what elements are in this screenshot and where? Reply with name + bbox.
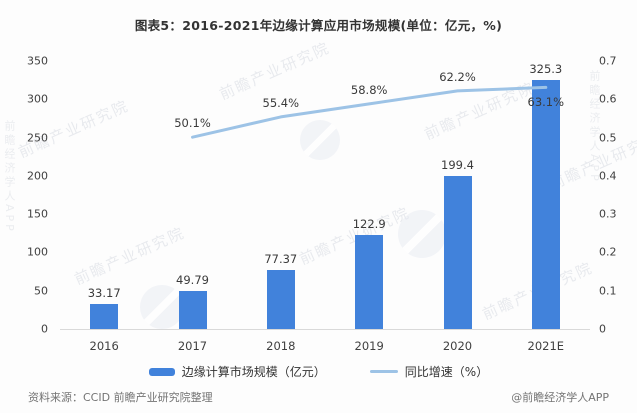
growth-line <box>191 85 548 139</box>
bar-2021E <box>531 79 560 329</box>
line-series-swatch <box>369 370 398 373</box>
bar-2016 <box>90 303 119 329</box>
bar-series-label: 边缘计算市场规模（亿元） <box>181 365 326 379</box>
growth-rate-label: 62.2% <box>439 69 476 84</box>
right-axis-tick: 0.6 <box>599 92 617 106</box>
bar-value-label: 122.9 <box>352 216 386 231</box>
growth-rate-label: 58.8% <box>350 82 388 97</box>
left-axis-tick: 200 <box>27 169 48 183</box>
left-axis: 0 50 100 150 200 250 300 350 <box>8 55 48 336</box>
x-axis-label-2020: 2020 <box>442 339 473 353</box>
bar-2018 <box>266 269 295 329</box>
left-axis-tick: 350 <box>27 54 48 68</box>
source-note: 资料来源：CCID 前瞻产业研究院整理 <box>28 391 213 404</box>
bar-series-swatch <box>148 367 175 376</box>
right-axis-tick: 0.1 <box>599 284 617 298</box>
growth-rate-label: 55.4% <box>262 95 300 110</box>
chart-title: 图表5：2016-2021年边缘计算应用市场规模(单位：亿元，%) <box>134 18 503 33</box>
plot-area: 33.17 49.79 77.37 122.9 199.4 325.3 50.1% 55.4%… <box>60 61 590 330</box>
legend-item-growth: 同比增速（%） <box>369 363 489 380</box>
left-axis-tick: 150 <box>27 207 48 221</box>
x-axis-label-2021E: 2021E <box>527 339 565 353</box>
bar-value-label: 325.3 <box>529 61 563 76</box>
left-axis-tick: 50 <box>34 284 48 298</box>
line-series-label: 同比增速（%） <box>404 365 489 379</box>
credit-note: @前瞻经济学人APP <box>511 391 609 404</box>
x-axis-label-2017: 2017 <box>177 339 208 353</box>
legend: 边缘计算市场规模（亿元） 同比增速（%） <box>0 363 637 380</box>
x-axis-label-2016: 2016 <box>89 339 119 353</box>
legend-item-market-size: 边缘计算市场规模（亿元） <box>148 363 326 380</box>
bar-2019 <box>355 234 384 329</box>
bar-value-label: 33.17 <box>87 285 121 300</box>
footer: 资料来源：CCID 前瞻产业研究院整理 @前瞻经济学人APP <box>28 389 609 405</box>
left-axis-tick: 300 <box>27 92 48 106</box>
growth-rate-label: 50.1% <box>174 116 211 131</box>
left-axis-tick: 250 <box>27 131 48 145</box>
x-axis-label-2018: 2018 <box>266 339 296 353</box>
right-axis-tick: 0.2 <box>599 245 617 259</box>
bar-value-label: 199.4 <box>441 158 474 173</box>
bar-2020 <box>443 176 472 329</box>
growth-rate-label: 63.1% <box>527 95 565 110</box>
right-axis-tick: 0.3 <box>599 207 617 221</box>
left-axis-tick: 0 <box>41 322 48 336</box>
x-axis: 2016 2017 2018 2019 2020 2021E <box>60 339 590 355</box>
left-axis-tick: 100 <box>27 245 48 259</box>
right-axis: 0 0.1 0.2 0.3 0.4 0.5 0.6 0.7 <box>599 55 635 336</box>
bar-2017 <box>178 290 207 329</box>
right-axis-tick: 0.5 <box>599 131 617 145</box>
x-axis-label-2019: 2019 <box>354 339 384 353</box>
right-axis-tick: 0.7 <box>599 54 617 68</box>
right-axis-tick: 0 <box>599 322 606 336</box>
bar-value-label: 77.37 <box>264 251 298 266</box>
bar-value-label: 49.79 <box>176 272 209 287</box>
right-axis-tick: 0.4 <box>599 169 617 183</box>
